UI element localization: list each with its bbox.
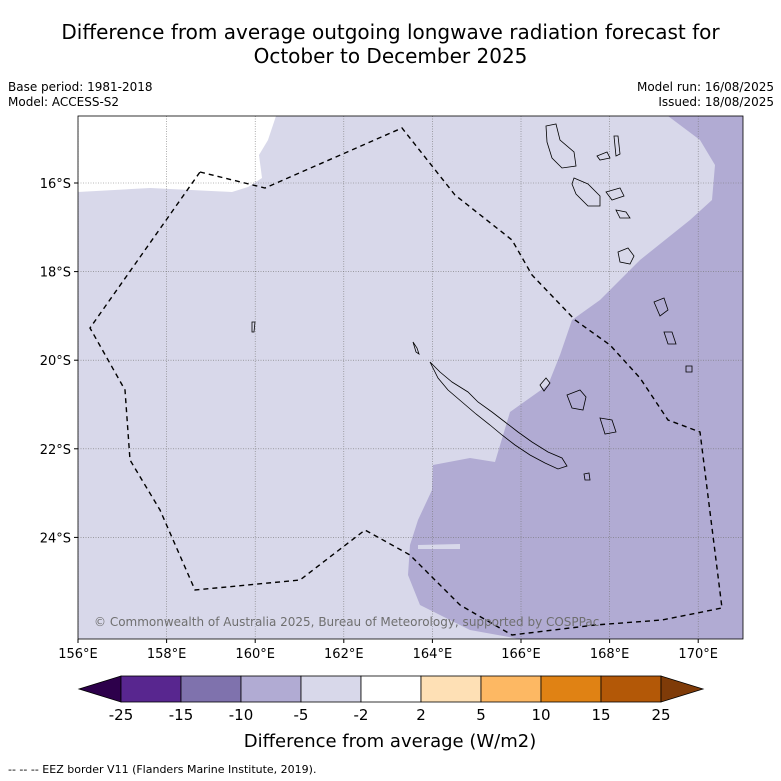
colorbar-segment [540,675,602,703]
model-run-label: Model run: 16/08/2025 [636,80,774,94]
colorbar-tick-label: 15 [591,706,610,724]
lat-tick-label: 24°S [40,531,71,546]
colorbar-extend-high [660,675,705,703]
meta-right: Model run: 16/08/2025 Issued: 18/08/2025 [637,80,774,110]
colorbar-segment [600,675,662,703]
title-line-2: October to December 2025 [253,44,528,68]
island-belep [412,341,420,355]
vanuatu-malo [596,151,611,161]
vanuatu-ambrym [605,187,625,201]
colorbar-tick-label: -10 [229,706,254,724]
anomaly-zone-minus10 [408,116,743,639]
colorbar-segment [300,675,362,703]
new-caledonia-coast [429,361,568,470]
vanuatu-efate [617,247,635,265]
meta-left: Base period: 1981-2018 Model: ACCESS-S2 [8,80,153,110]
colorbar-tick-label: 5 [476,706,486,724]
island-outlines [251,123,693,481]
vanuatu-espiritu-santo [545,123,577,169]
lat-tick-label: 20°S [40,354,71,369]
anomaly-patch-light [418,544,460,549]
model-label: Model: ACCESS-S2 [8,95,120,109]
eez-border [89,127,723,636]
colorbar-tick-label: -15 [169,706,194,724]
colorbar-segment [420,675,482,703]
vanuatu-malekula [571,177,601,207]
colorbar-tick-label: 2 [416,706,426,724]
vanuatu-ambae [613,135,621,157]
colorbar-segment [240,675,302,703]
issued-label: Issued: 18/08/2025 [658,95,774,109]
colorbar-tick-label: -5 [294,706,309,724]
colorbar-extend-low [77,675,122,703]
vanuatu-aneityum [685,365,693,373]
colorbar-segment [180,675,242,703]
colorbar-label: Difference from average (W/m2) [244,731,536,752]
lon-tick-label: 158°E [147,647,187,662]
loyalty-islands-2 [599,417,617,435]
colorbar-tick-label: 25 [651,706,670,724]
base-period-label: Base period: 1981-2018 [8,80,153,94]
colorbar-segment [360,675,422,703]
lon-tick-label: 156°E [58,647,98,662]
eez-footnote: -- -- -- EEZ border V11 (Flanders Marine… [8,763,317,776]
latitude-tick-labels: 16°S 18°S 20°S 22°S 24°S [40,177,78,546]
colorbar-tick-label: -2 [354,706,369,724]
copyright-notice: © Commonwealth of Australia 2025, Bureau… [94,615,599,629]
chesterfield-islet [251,321,256,333]
chart-title: Difference from average outgoing longwav… [0,20,781,68]
map-frame [77,115,744,640]
colorbar: -25 -15 -10 -5 -2 2 5 10 15 25 [77,675,705,724]
vanuatu-erromango [653,297,669,317]
isle-of-pines [583,472,591,481]
lat-tick-label: 16°S [40,177,71,192]
loyalty-islands-1 [566,389,587,411]
map-gridlines [78,116,743,639]
lon-tick-label: 168°E [590,647,630,662]
loyalty-islands-3 [539,377,551,392]
lat-tick-label: 22°S [40,443,71,458]
colorbar-tick-label: 10 [531,706,550,724]
lon-tick-label: 162°E [324,647,364,662]
vanuatu-epi [615,209,631,219]
longitude-tick-labels: 156°E 158°E 160°E 162°E 164°E 166°E 168°E 170°E [58,639,718,662]
lon-tick-label: 164°E [413,647,453,662]
vanuatu-tanna [663,331,677,345]
map-area: © Commonwealth of Australia 2025, Bureau… [78,116,743,639]
colorbar-segment [480,675,542,703]
colorbar-segment [120,675,182,703]
lon-tick-label: 166°E [501,647,541,662]
lat-tick-label: 18°S [40,266,71,281]
title-line-1: Difference from average outgoing longwav… [61,20,720,44]
lon-tick-label: 160°E [235,647,275,662]
lon-tick-label: 170°E [678,647,718,662]
colorbar-tick-label: -25 [109,706,134,724]
